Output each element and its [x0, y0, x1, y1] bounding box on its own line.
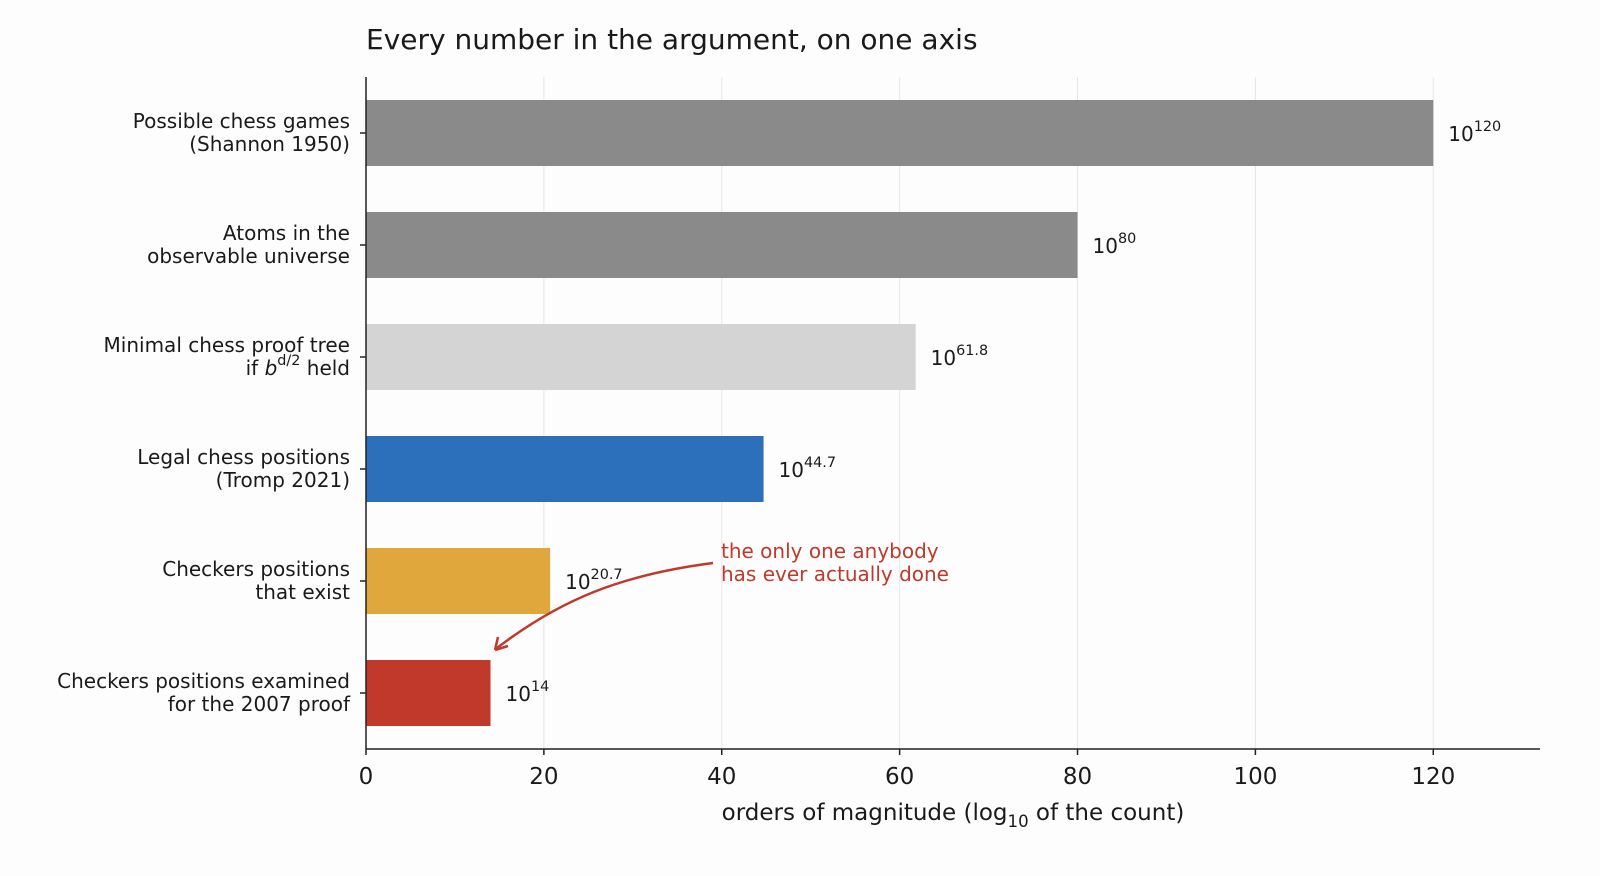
x-tick-label: 20: [529, 764, 558, 790]
x-tick-label: 100: [1233, 764, 1277, 790]
bars: [366, 100, 1434, 726]
x-tick-label: 120: [1411, 764, 1455, 790]
chart-title: Every number in the argument, on one axi…: [366, 23, 978, 56]
y-tick-label: Legal chess positions (Tromp 2021): [137, 445, 350, 492]
bar: [366, 212, 1078, 278]
annotation-arrowhead: [493, 636, 509, 652]
bar: [366, 436, 764, 502]
bar: [366, 660, 491, 726]
x-tick-label: 40: [707, 764, 736, 790]
bar: [366, 100, 1434, 166]
value-label: 10120: [1448, 119, 1501, 146]
annotation-arrow: [496, 561, 714, 649]
value-label: 1080: [1093, 231, 1137, 258]
x-tick-label: 80: [1063, 764, 1092, 790]
grid: [365, 77, 1434, 749]
x-tick-label: 0: [359, 764, 374, 790]
x-tick-label: 60: [885, 764, 914, 790]
bar: [366, 324, 916, 390]
annotation: the only one anybody has ever actually do…: [721, 539, 949, 586]
y-tick-label: Minimal chess proof tree if bd/2 held: [104, 333, 350, 380]
value-label: 1020.7: [565, 567, 623, 594]
bar: [366, 548, 551, 614]
value-label: 1044.7: [779, 455, 837, 482]
y-tick-label: Checkers positions examined for the 2007 …: [57, 669, 351, 716]
x-axis-label: orders of magnitude (log10 of the count): [722, 800, 1185, 832]
value-label: 1061.8: [931, 343, 989, 370]
value-label: 1014: [506, 679, 550, 706]
y-tick-label: Possible chess games (Shannon 1950): [133, 109, 350, 156]
y-tick-label: Checkers positions that exist: [162, 557, 350, 604]
y-tick-label: Atoms in the observable universe: [147, 221, 350, 268]
